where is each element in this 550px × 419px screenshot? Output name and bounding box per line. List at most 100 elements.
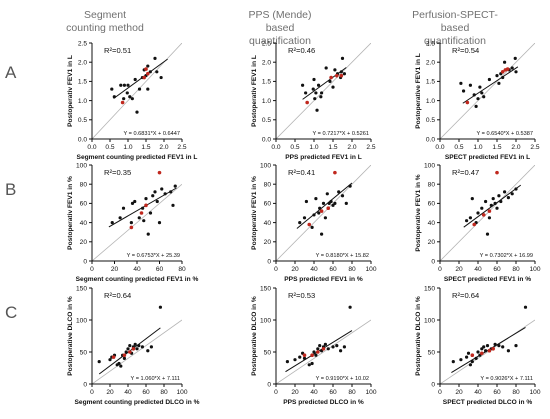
data-point <box>133 77 137 82</box>
data-point <box>153 56 157 60</box>
scatter-panel-A-spect: 0.0 0.5 1.0 1.5 2.0 2.50.00.51.01.52.02.5SPEC… <box>415 40 540 161</box>
data-point <box>503 60 507 64</box>
x-axis-label: PPS predicted FEV1 in L <box>285 154 362 161</box>
column-header-1-line-1: based <box>266 22 295 34</box>
data-point <box>312 350 316 354</box>
r-squared-label: R²=0.51 <box>104 46 131 55</box>
y-tick-label: 80 <box>80 182 88 189</box>
column-header-2-line-0: Perfusion-SPECT- <box>412 9 498 21</box>
x-axis-label: PPS predicted FEV1 in % <box>284 276 363 283</box>
data-point <box>468 363 472 367</box>
data-point <box>320 91 324 95</box>
x-tick-label: 100 <box>529 266 540 273</box>
identity-line <box>440 43 535 139</box>
data-point <box>342 72 346 76</box>
regression-line <box>302 67 347 100</box>
y-axis-label: Postoperative FEV1 in L <box>415 53 422 128</box>
row-letters: A B C <box>5 63 17 322</box>
data-point <box>344 201 348 205</box>
identity-line <box>92 43 182 139</box>
data-point <box>171 203 175 207</box>
data-point <box>451 360 455 364</box>
x-tick-label: 1.0 <box>309 144 318 151</box>
y-tick-label: 100 <box>76 162 87 169</box>
x-tick-label: 0 <box>274 266 278 273</box>
data-point <box>155 199 159 204</box>
data-point <box>510 66 514 70</box>
data-point <box>339 349 343 353</box>
data-point <box>493 201 497 205</box>
data-point <box>126 83 130 87</box>
data-point <box>348 305 352 309</box>
x-tick-label: 40 <box>310 266 318 273</box>
y-tick-label: 2.0 <box>78 60 87 67</box>
y-tick-label: 80 <box>264 182 272 189</box>
row-letter-C: C <box>5 303 17 322</box>
y-tick-label: 1.0 <box>78 98 87 105</box>
y-tick-label: 80 <box>428 182 436 189</box>
y-tick-label: 0 <box>431 258 435 265</box>
x-tick-label: 0.5 <box>105 144 114 151</box>
identity-line <box>276 319 371 384</box>
highlight-data-point <box>481 213 486 217</box>
x-tick-label: 80 <box>348 266 356 273</box>
regression-equation: Y = 1.060*X + 7.111 <box>131 376 180 382</box>
data-point <box>304 91 308 95</box>
y-tick-label: 0 <box>431 381 435 388</box>
highlight-data-point <box>339 73 344 78</box>
data-point <box>318 344 322 348</box>
regression-equation: Y = 0.6753*X + 25.39 <box>127 253 180 259</box>
data-point <box>146 87 150 91</box>
x-tick-label: 0 <box>438 389 442 396</box>
data-point <box>122 83 126 87</box>
data-point <box>121 206 126 210</box>
data-point <box>110 221 114 225</box>
highlight-data-point <box>335 73 339 78</box>
y-tick-label: 2.0 <box>426 60 435 67</box>
x-tick-label: 2.5 <box>177 144 186 151</box>
data-point <box>321 201 326 205</box>
x-tick-label: 1.5 <box>141 144 150 151</box>
x-tick-label: 20 <box>106 389 114 396</box>
data-point <box>470 197 474 201</box>
scatter-panel-B-spect: 0 20 40 60 80 100 0 20 40 60 80 100 SPECT predicted … <box>415 162 541 283</box>
highlight-data-point <box>487 348 492 353</box>
y-tick-label: 100 <box>260 317 271 324</box>
data-point <box>163 192 167 196</box>
data-point <box>468 216 472 220</box>
data-point <box>112 95 116 99</box>
r-squared-label: R²=0.46 <box>288 46 315 55</box>
data-point <box>141 206 145 210</box>
data-point <box>314 197 318 201</box>
column-header-0-line-0: Segment <box>84 9 126 21</box>
scatter-panel-C-segment: 0 20 40 60 80 100 0 50 100 150 Segment counting pr… <box>67 285 200 406</box>
x-tick-label: 1.0 <box>473 144 482 151</box>
highlight-data-point <box>326 206 331 210</box>
data-point <box>342 345 346 349</box>
data-point <box>323 342 327 346</box>
x-tick-label: 0.5 <box>454 144 463 151</box>
highlight-data-point <box>157 170 162 175</box>
y-tick-label: 100 <box>424 162 435 169</box>
row-letter-B: B <box>5 180 16 199</box>
data-point <box>472 93 476 97</box>
x-tick-label: 2.0 <box>511 144 520 151</box>
data-point <box>126 347 130 351</box>
highlight-data-point <box>470 353 475 358</box>
x-axis-label: Segment counting predicted FEV1 in L <box>77 154 198 161</box>
data-point <box>320 232 324 236</box>
x-axis-label: SPECT predicted FEV1 in L <box>445 154 530 161</box>
data-point <box>169 190 173 194</box>
x-axis-label: Segment counting predicted FEV1 in % <box>76 276 199 283</box>
x-tick-label: 0 <box>90 389 94 396</box>
data-point <box>110 87 114 91</box>
r-squared-label: R²=0.53 <box>288 291 315 300</box>
x-tick-label: 20 <box>291 266 299 273</box>
data-point <box>316 347 320 351</box>
data-point <box>482 345 486 349</box>
x-tick-label: 20 <box>291 389 299 396</box>
data-point <box>119 83 123 87</box>
data-point <box>476 211 480 215</box>
data-point <box>140 345 144 349</box>
highlight-data-point <box>305 100 309 105</box>
